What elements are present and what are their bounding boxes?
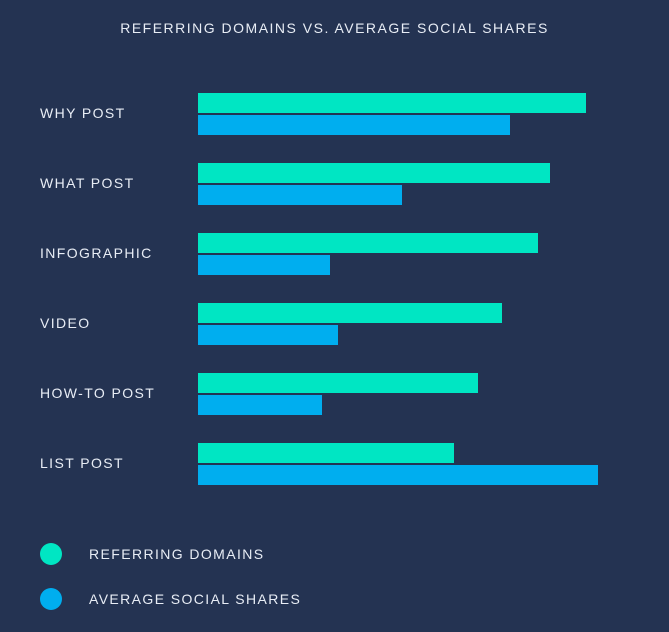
legend-label-referring-domains: REFERRING DOMAINS — [89, 546, 265, 562]
legend-item-average-social-shares: AVERAGE SOCIAL SHARES — [40, 587, 301, 611]
legend: REFERRING DOMAINS AVERAGE SOCIAL SHARES — [40, 542, 301, 632]
category-label-why-post: WHY POST — [40, 105, 126, 121]
legend-item-referring-domains: REFERRING DOMAINS — [40, 542, 301, 566]
bar-referring-domains-how-to-post — [198, 373, 478, 393]
bar-average-social-shares-video — [198, 325, 338, 345]
category-label-how-to-post: HOW-TO POST — [40, 385, 155, 401]
bar-referring-domains-video — [198, 303, 502, 323]
bar-referring-domains-what-post — [198, 163, 550, 183]
bar-average-social-shares-how-to-post — [198, 395, 322, 415]
legend-swatch-average-social-shares — [40, 588, 62, 610]
legend-label-average-social-shares: AVERAGE SOCIAL SHARES — [89, 591, 302, 607]
bar-average-social-shares-why-post — [198, 115, 510, 135]
category-label-infographic: INFOGRAPHIC — [40, 245, 153, 261]
bar-referring-domains-list-post — [198, 443, 454, 463]
bar-referring-domains-infographic — [198, 233, 538, 253]
category-label-list-post: LIST POST — [40, 455, 124, 471]
category-label-video: VIDEO — [40, 315, 91, 331]
legend-swatch-referring-domains — [40, 543, 62, 565]
bar-average-social-shares-what-post — [198, 185, 402, 205]
category-label-what-post: WHAT POST — [40, 175, 135, 191]
chart-title: REFERRING DOMAINS VS. AVERAGE SOCIAL SHA… — [120, 20, 549, 36]
bar-average-social-shares-list-post — [198, 465, 598, 485]
bar-average-social-shares-infographic — [198, 255, 330, 275]
bar-referring-domains-why-post — [198, 93, 586, 113]
